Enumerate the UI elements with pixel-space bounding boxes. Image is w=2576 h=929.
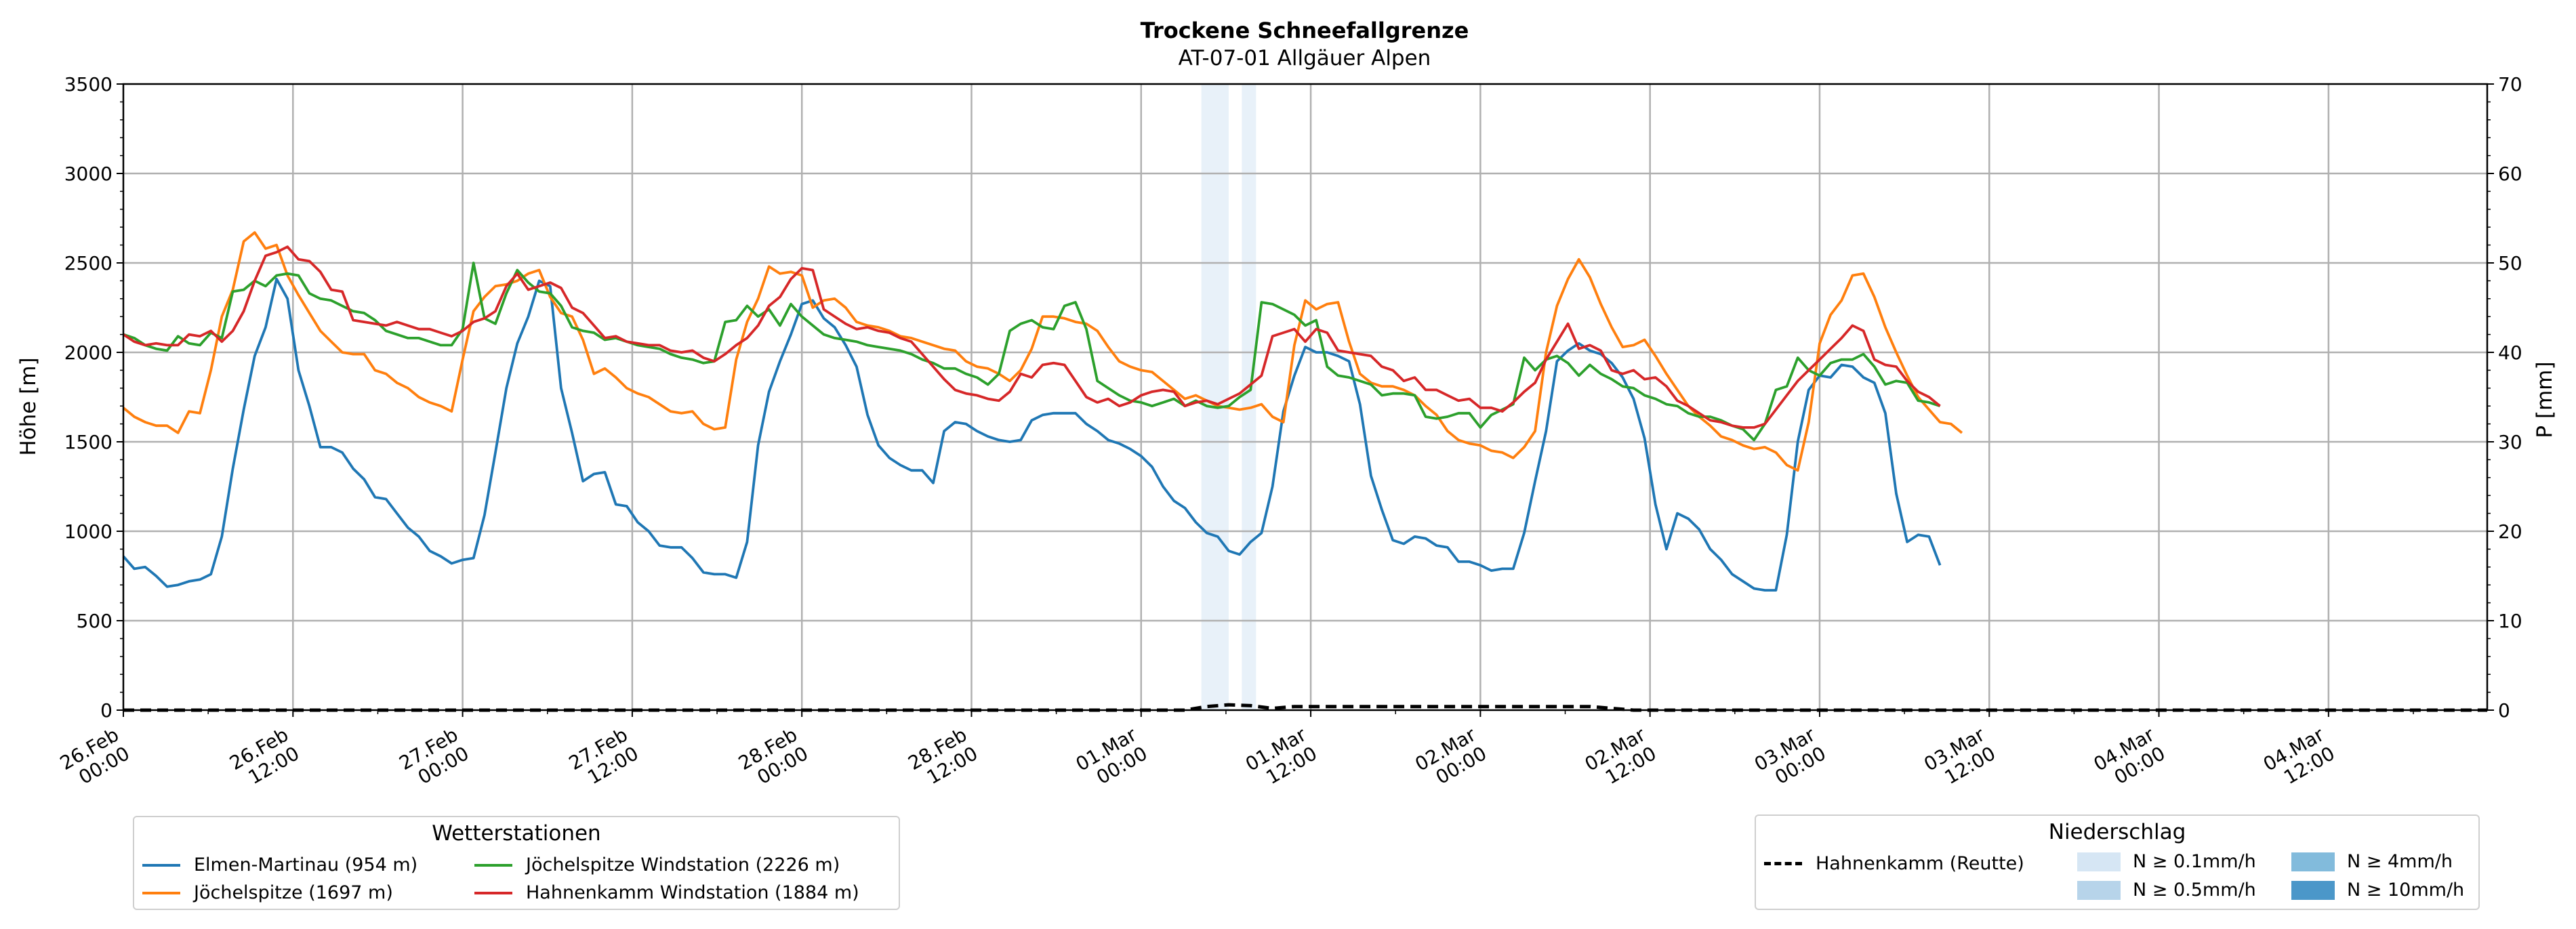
legend-label: N ≥ 0.5mm/h [2133, 880, 2256, 901]
chart-subtitle: AT-07-01 Allgäuer Alpen [1179, 46, 1431, 70]
legend-label: Jöchelspitze (1697 m) [194, 882, 393, 903]
legend-label: N ≥ 10mm/h [2347, 880, 2465, 901]
legend-swatch [2291, 880, 2335, 900]
precip-band [1242, 84, 1256, 710]
legend-swatch [2291, 852, 2335, 871]
y-tick-label: 3500 [64, 73, 113, 96]
axes: 0 500 1000 1500 2000 2500 3000 3500 0 10 20 30 40 50 6… [56, 73, 2522, 789]
y-tick-label-right: 40 [2498, 342, 2522, 364]
legend-swatch [474, 891, 512, 894]
series-line [122, 245, 1941, 429]
legend-stations: Wetterstationen Elmen-Martinau (954 m) J… [133, 816, 900, 910]
y-tick-label-right: 50 [2498, 252, 2522, 274]
y-tick-label-right: 70 [2498, 73, 2522, 96]
legend-item-precip-4: N ≥ 4mm/h [2291, 851, 2453, 872]
legend-label: Hahnenkamm Windstation (1884 m) [526, 882, 859, 903]
legend-precip-title: Niederschlag [2048, 820, 2186, 844]
legend-item-reutte: Hahnenkamm (Reutte) [1764, 853, 2024, 874]
legend-item-joechelspitze: Jöchelspitze (1697 m) [142, 882, 393, 903]
legend-item-hahnenkamm-wind: Hahnenkamm Windstation (1884 m) [474, 882, 859, 903]
legend-stations-title: Wetterstationen [432, 821, 601, 846]
y-tick-label: 2000 [64, 342, 113, 364]
precip-band [1201, 84, 1229, 710]
series-line [122, 231, 1963, 472]
y-axis-label-left: Höhe [m] [16, 357, 41, 455]
legend-item-precip-10: N ≥ 10mm/h [2291, 880, 2464, 901]
legend-item-joechelspitze-wind: Jöchelspitze Windstation (2226 m) [474, 854, 840, 875]
legend-label: N ≥ 0.1mm/h [2133, 851, 2256, 872]
y-tick-label: 2500 [64, 252, 113, 274]
legend-swatch [474, 863, 512, 867]
y-tick-label-right: 20 [2498, 520, 2522, 543]
legend-swatch [142, 891, 180, 894]
y-tick-label: 500 [77, 610, 113, 632]
y-tick-label: 0 [100, 699, 113, 722]
series-line [123, 262, 1941, 442]
legend-swatch [1764, 862, 1802, 865]
y-tick-label-right: 60 [2498, 163, 2522, 185]
legend-item-precip-0-1: N ≥ 0.1mm/h [2077, 851, 2256, 872]
legend-item-precip-0-5: N ≥ 0.5mm/h [2077, 880, 2256, 901]
y-tick-label-right: 0 [2498, 699, 2510, 722]
y-tick-label-right: 30 [2498, 431, 2522, 453]
series-line [122, 277, 1942, 592]
legend-precip: Niederschlag Hahnenkamm (Reutte) N ≥ 0.1… [1755, 814, 2480, 910]
legend-label: Jöchelspitze Windstation (2226 m) [526, 854, 840, 875]
legend-label: N ≥ 4mm/h [2347, 851, 2453, 872]
y-tick-label: 3000 [64, 163, 113, 185]
y-tick-label: 1500 [64, 431, 113, 453]
series-lines [122, 231, 2487, 712]
chart-title: Trockene Schneefallgrenze [1141, 18, 1469, 43]
legend-swatch [142, 863, 180, 867]
y-tick-label-right: 10 [2498, 610, 2522, 632]
plot-frame [122, 83, 2489, 711]
legend-swatch [2077, 852, 2121, 871]
y-axis-label-right: P [mm] [2533, 361, 2557, 438]
series-line [123, 703, 2487, 712]
legend-label: Hahnenkamm (Reutte) [1816, 853, 2024, 874]
legend-item-elmen: Elmen-Martinau (954 m) [142, 854, 417, 875]
precip-bands [1201, 84, 1256, 710]
grid-lines [123, 84, 2487, 710]
legend-label: Elmen-Martinau (954 m) [194, 854, 418, 875]
legend-swatch [2077, 880, 2121, 900]
y-tick-label: 1000 [64, 520, 113, 543]
